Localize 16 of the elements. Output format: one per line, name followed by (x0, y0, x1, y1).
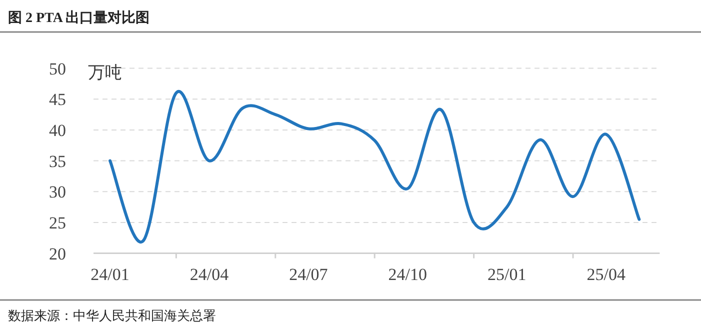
y-axis-title: 万吨 (88, 63, 122, 82)
chart-title: 图 2 PTA 出口量对比图 (8, 10, 150, 26)
x-tick-label: 24/10 (388, 265, 428, 284)
y-tick-label: 25 (49, 213, 66, 232)
y-tick-label: 40 (49, 120, 66, 140)
x-tick-label: 24/04 (190, 265, 230, 284)
x-tick-label: 24/01 (90, 265, 130, 284)
y-tick-label: 35 (49, 152, 66, 171)
y-tick-label: 45 (49, 90, 66, 110)
y-tick-label: 30 (49, 182, 66, 202)
x-tick-label: 25/01 (488, 265, 526, 284)
y-tick-label: 50 (49, 59, 66, 78)
x-tick-label: 24/07 (289, 265, 328, 284)
x-tick-label: 25/04 (586, 265, 626, 284)
y-tick-label: 20 (49, 244, 66, 264)
source-note: 数据来源：中华人民共和国海关总署 (8, 308, 216, 323)
